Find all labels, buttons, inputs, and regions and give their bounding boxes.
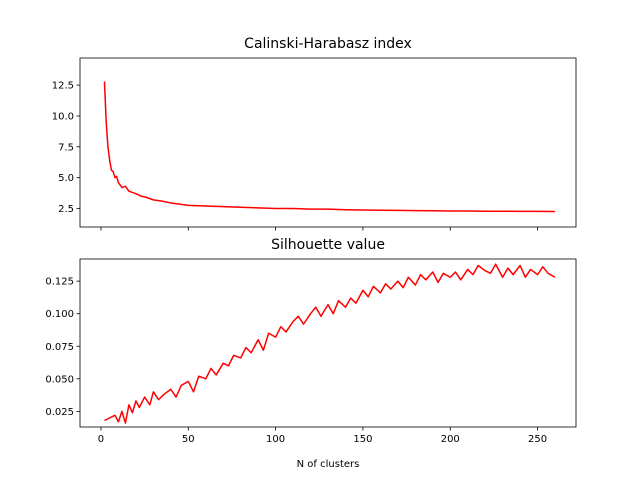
y-tick-label: 0.100	[45, 309, 74, 320]
x-tick-label: 50	[182, 434, 195, 445]
y-tick-label: 7.5	[58, 142, 74, 153]
y-tick-label: 0.050	[45, 374, 74, 385]
y-tick-label: 12.5	[52, 81, 74, 92]
chart-title: Calinski-Harabasz index	[244, 36, 412, 52]
x-axis-label: N of clusters	[297, 459, 360, 470]
silhouette-panel: Silhouette value 0.025 0.050 0.075 0.100 0.1…	[45, 237, 577, 470]
x-tick-label: 200	[441, 434, 460, 445]
x-tick-label: 250	[528, 434, 547, 445]
calinski-harabasz-panel: Calinski-Harabasz index 2.5 5.0 7.5 10.0 12.…	[52, 36, 577, 231]
y-tick-label: 2.5	[58, 204, 74, 215]
y-tick-label: 5.0	[58, 173, 74, 184]
chart-title: Silhouette value	[271, 237, 385, 253]
x-tick-label: 100	[266, 434, 285, 445]
series-line-0	[104, 263, 556, 424]
y-tick-label: 0.075	[45, 342, 74, 353]
x-tick-label: 150	[353, 434, 372, 445]
y-tick-label: 0.125	[45, 277, 74, 288]
plot-area: 0.025 0.050 0.075 0.100 0.125 0 50 100 150 200 250	[45, 263, 556, 445]
y-tick-label: 10.0	[52, 111, 74, 122]
plot-area: 2.5 5.0 7.5 10.0 12.5	[52, 81, 556, 231]
axes-frame	[79, 57, 577, 228]
x-tick-label: 0	[98, 434, 104, 445]
series-line-0	[103, 81, 556, 213]
y-tick-label: 0.025	[45, 407, 74, 418]
axes-frame	[79, 258, 577, 428]
